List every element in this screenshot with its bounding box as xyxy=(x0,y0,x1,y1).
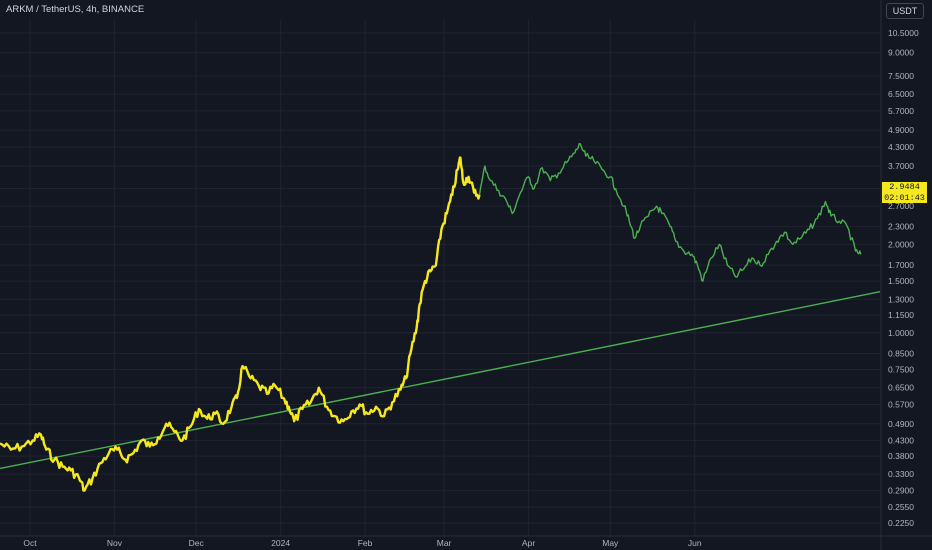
y-tick-label: 3.7000 xyxy=(888,161,914,171)
y-tick-label: 2.0000 xyxy=(888,239,914,249)
y-tick-label: 0.2900 xyxy=(888,486,914,496)
y-tick-label: 0.4900 xyxy=(888,419,914,429)
x-tick-label: Oct xyxy=(23,538,37,548)
currency-button[interactable]: USDT xyxy=(886,3,924,19)
x-tick-label: Feb xyxy=(358,538,373,548)
countdown-badge: 02:01:43 xyxy=(882,193,927,203)
y-tick-label: 9.0000 xyxy=(888,48,914,58)
historical-price-line xyxy=(0,156,481,492)
y-tick-label: 10.5000 xyxy=(888,28,919,38)
y-tick-label: 0.3800 xyxy=(888,451,914,461)
x-tick-label: May xyxy=(602,538,619,548)
y-tick-label: 7.5000 xyxy=(888,71,914,81)
y-tick-label: 4.3000 xyxy=(888,142,914,152)
y-tick-label: 0.8500 xyxy=(888,349,914,359)
x-tick-label: Apr xyxy=(522,538,535,548)
series-layer xyxy=(0,143,862,492)
y-tick-label: 0.6500 xyxy=(888,383,914,393)
x-tick-label: Jun xyxy=(688,538,702,548)
trend-line xyxy=(0,291,881,470)
trend-layer xyxy=(0,291,881,470)
y-tick-label: 0.3300 xyxy=(888,469,914,479)
projected-price-line xyxy=(478,143,862,282)
y-tick-label: 2.3000 xyxy=(888,222,914,232)
y-tick-label: 0.2550 xyxy=(888,502,914,512)
x-tick-label: Dec xyxy=(189,538,205,548)
x-tick-label: 2024 xyxy=(271,538,290,548)
y-tick-label: 5.7000 xyxy=(888,106,914,116)
y-tick-label: 2.7000 xyxy=(888,201,914,211)
x-tick-label: Nov xyxy=(107,538,123,548)
y-tick-label: 4.9000 xyxy=(888,125,914,135)
y-tick-label: 6.5000 xyxy=(888,89,914,99)
last-price-badge: 2.9484 xyxy=(882,182,927,193)
chart-grid xyxy=(0,20,880,535)
x-tick-label: Mar xyxy=(437,538,452,548)
y-tick-label: 1.1500 xyxy=(888,310,914,320)
y-tick-label: 0.2250 xyxy=(888,518,914,528)
y-tick-label: 0.4300 xyxy=(888,435,914,445)
y-tick-label: 1.5000 xyxy=(888,276,914,286)
y-tick-label: 0.5700 xyxy=(888,399,914,409)
y-tick-label: 1.7000 xyxy=(888,260,914,270)
chart-title: ARKM / TetherUS, 4h, BINANCE xyxy=(6,4,145,15)
y-tick-label: 1.3000 xyxy=(888,294,914,304)
y-tick-label: 0.7500 xyxy=(888,364,914,374)
y-tick-label: 1.0000 xyxy=(888,328,914,338)
